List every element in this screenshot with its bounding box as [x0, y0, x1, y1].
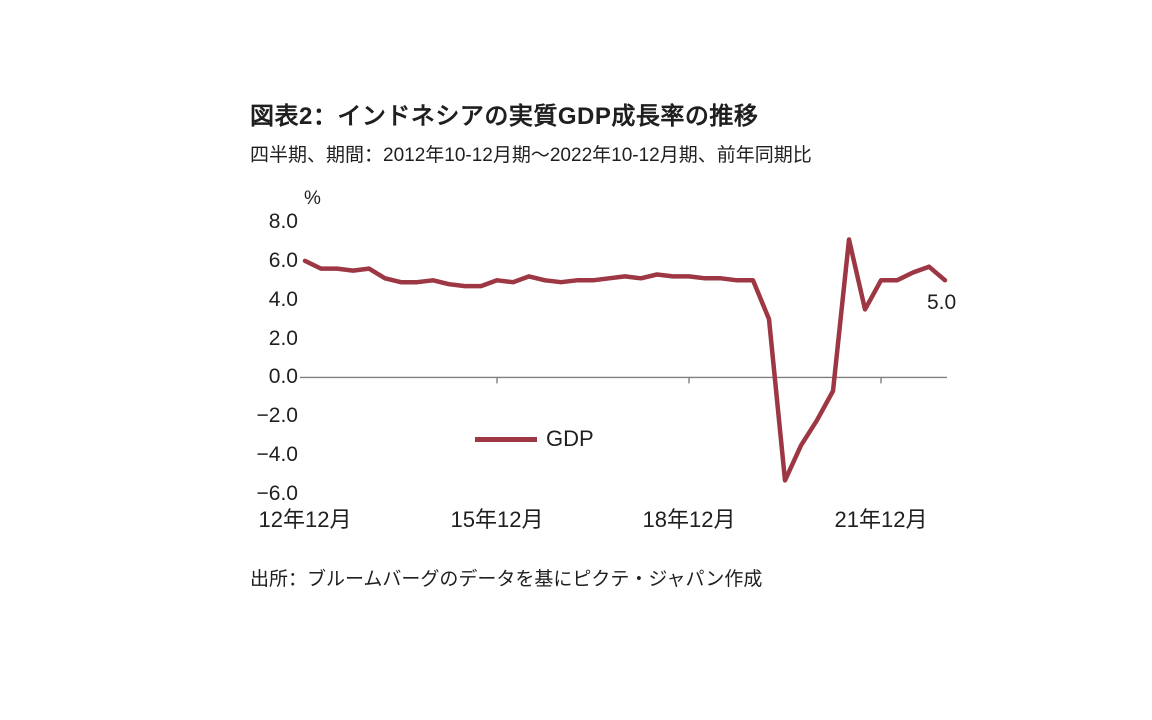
y-tick-label: 4.0: [268, 288, 298, 311]
y-tick-label: 8.0: [268, 210, 298, 233]
last-value-label: 5.0: [927, 291, 957, 314]
x-tick-label: 12年12月: [258, 507, 352, 532]
chart-subtitle: 四半期、期間：2012年10-12月期～2022年10-12月期、前年同期比: [250, 145, 812, 166]
x-tick-label: 15年12月: [450, 507, 544, 532]
y-tick-label: −6.0: [256, 482, 298, 505]
x-tick-label: 18年12月: [642, 507, 736, 532]
x-tick-label: 21年12月: [834, 507, 928, 532]
y-tick-label: −4.0: [256, 443, 298, 466]
legend-label: GDP: [546, 426, 594, 451]
y-tick-label: 2.0: [268, 327, 298, 350]
y-axis-tick-labels: 8.0 6.0 4.0 2.0 0.0 −2.0 −4.0 −6.0: [228, 210, 298, 505]
chart-title: 図表2：インドネシアの実質GDP成長率の推移: [250, 103, 759, 130]
gdp-line-chart: [300, 237, 948, 483]
gdp-series-line: [302, 237, 948, 483]
x-axis-tick-labels: 12年12月 15年12月 18年12月 21年12月: [259, 506, 945, 536]
y-axis-unit-label: %: [304, 188, 321, 209]
y-tick-label: −2.0: [256, 404, 298, 427]
legend-line-swatch: [475, 436, 537, 442]
legend: GDP: [475, 426, 594, 452]
source-note: 出所：ブルームバーグのデータを基にピクテ・ジャパン作成: [250, 569, 763, 590]
y-tick-label: 6.0: [268, 249, 298, 272]
y-tick-label: 0.0: [268, 365, 298, 388]
